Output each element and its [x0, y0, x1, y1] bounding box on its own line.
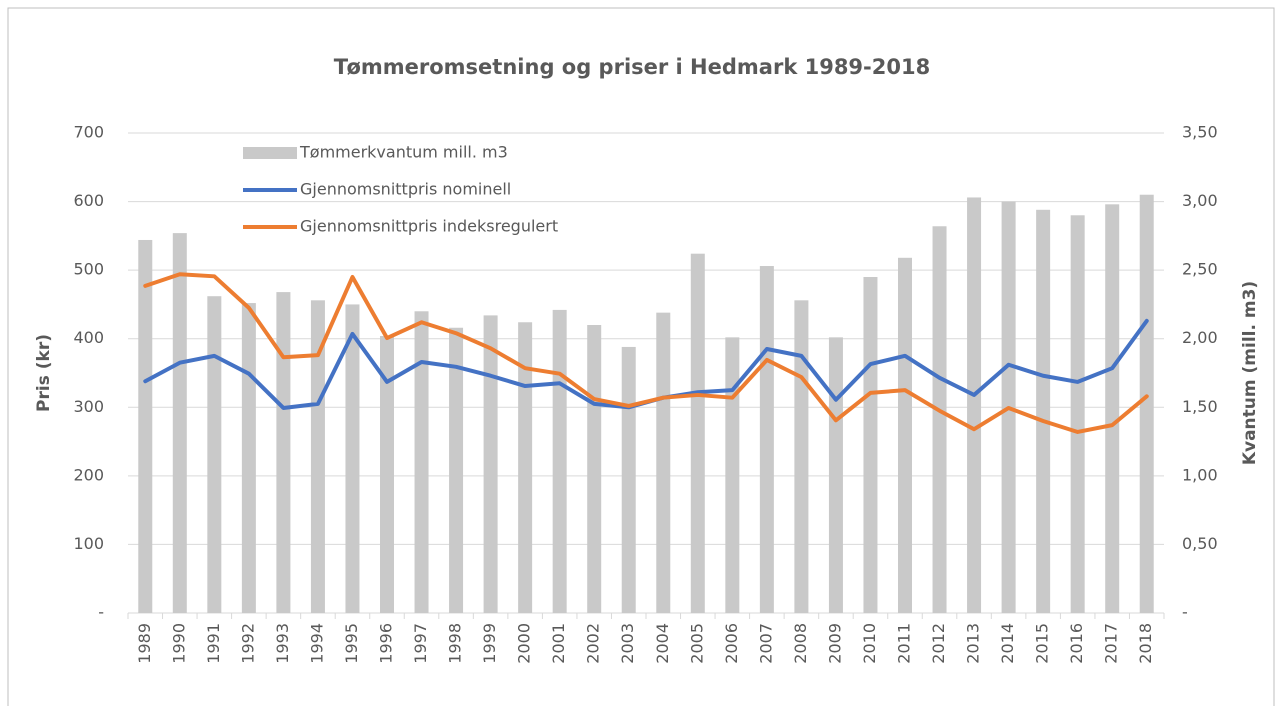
bar: [380, 335, 394, 613]
y-tick-label: 700: [73, 123, 104, 142]
x-tick-label: 2015: [1033, 623, 1052, 664]
bar: [1139, 194, 1154, 613]
bar: [1070, 215, 1085, 614]
y2-axis-title: Kvantum (mill. m3): [1240, 281, 1260, 465]
y-axis-title: Pris (kr): [34, 334, 54, 412]
y2-tick-label: -: [1182, 603, 1188, 622]
chart-title: Tømmeromsetning og priser i Hedmark 1989…: [334, 55, 930, 79]
x-tick-label: 1989: [135, 623, 154, 664]
bar: [621, 346, 636, 613]
x-tick-label: 2012: [929, 623, 948, 664]
y2-tick-label: 3,00: [1182, 191, 1218, 210]
legend-swatch: [243, 147, 297, 159]
y-tick-label: 300: [73, 397, 104, 416]
bar: [345, 304, 360, 613]
bar: [690, 253, 705, 613]
x-tick-label: 2014: [998, 623, 1017, 664]
bar: [725, 337, 740, 613]
x-tick-label: 2011: [895, 623, 914, 664]
y2-tick-label: 2,50: [1182, 260, 1218, 279]
y2-tick-label: 3,50: [1182, 123, 1218, 142]
x-tick-label: 2017: [1102, 623, 1121, 664]
bar: [207, 296, 222, 613]
bar: [414, 311, 429, 613]
y-tick-label: 600: [73, 191, 104, 210]
x-tick-label: 1992: [238, 623, 257, 664]
x-tick-label: 2003: [618, 623, 637, 664]
y-tick-label: -: [98, 603, 104, 622]
bar: [898, 257, 912, 613]
x-tick-label: 1990: [169, 623, 188, 664]
x-tick-label: 1994: [307, 623, 326, 664]
x-tick-label: 1998: [446, 623, 465, 664]
y-tick-label: 400: [73, 328, 104, 347]
x-tick-label: 1999: [480, 623, 499, 664]
bar: [967, 197, 982, 613]
x-tick-label: 1993: [273, 623, 292, 664]
y2-tick-label: 0,50: [1182, 534, 1218, 553]
y2-tick-label: 1,50: [1182, 397, 1218, 416]
x-tick-label: 2001: [549, 623, 568, 664]
y2-tick-label: 2,00: [1182, 328, 1218, 347]
x-tick-label: 2000: [515, 623, 534, 664]
bar: [794, 300, 809, 613]
legend-label: Gjennomsnittpris indeksregulert: [300, 217, 558, 236]
x-tick-label: 2009: [825, 623, 844, 664]
chart-border: [7, 7, 1275, 710]
bar: [241, 303, 256, 613]
x-tick-label: 1997: [411, 623, 430, 664]
x-tick-label: 2010: [860, 623, 879, 664]
bar: [483, 315, 498, 613]
x-tick-label: 2005: [687, 623, 706, 664]
bar: [1036, 209, 1051, 614]
x-tick-label: 2008: [791, 623, 810, 664]
bar: [587, 325, 602, 613]
bar: [759, 266, 774, 613]
line: [143, 318, 1149, 410]
bar: [518, 322, 533, 613]
x-tick-label: 2018: [1136, 623, 1155, 664]
x-tick-label: 2004: [653, 623, 672, 664]
legend-label: Tømmerkvantum mill. m3: [299, 143, 508, 162]
bar: [449, 327, 464, 613]
x-tick-label: 2013: [964, 623, 983, 664]
x-tick-label: 2002: [584, 623, 603, 664]
x-tick-label: 1996: [377, 623, 396, 664]
x-tick-label: 1995: [342, 623, 361, 664]
x-tick-label: 2016: [1067, 623, 1086, 664]
bar: [310, 300, 325, 613]
bar: [276, 292, 291, 613]
bar: [1105, 204, 1120, 614]
bar: [172, 233, 187, 613]
x-tick-label: 2006: [722, 623, 741, 664]
x-tick-label: 1991: [204, 623, 223, 664]
y-tick-label: 500: [73, 260, 104, 279]
y-tick-label: 200: [73, 465, 104, 484]
bar: [863, 277, 878, 613]
y-tick-label: 100: [73, 534, 104, 553]
line: [143, 272, 1149, 434]
bar: [656, 312, 671, 613]
bar: [828, 337, 843, 613]
bar: [932, 226, 947, 613]
x-tick-label: 2007: [756, 623, 775, 664]
legend-label: Gjennomsnittpris nominell: [300, 180, 511, 199]
bar: [552, 309, 567, 613]
bar: [138, 239, 153, 613]
y2-tick-label: 1,00: [1182, 465, 1218, 484]
